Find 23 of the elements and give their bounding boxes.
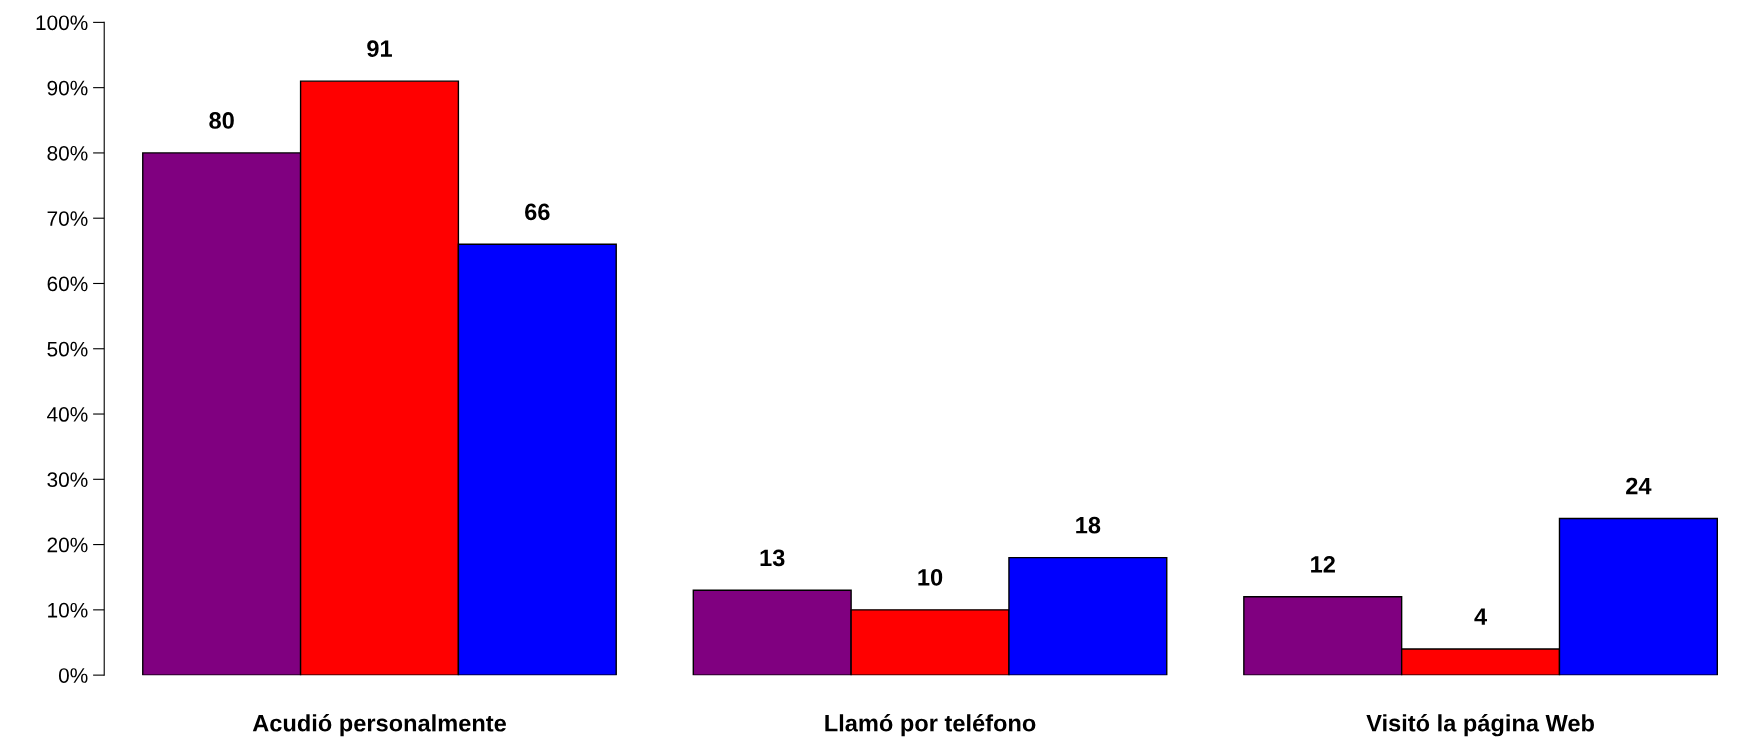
- data-label: 12: [1311, 555, 1335, 573]
- y-tick-label: 0%: [58, 668, 88, 683]
- x-tick-label: Acudió personalmente: [252, 714, 506, 737]
- y-tick-label: 10%: [48, 602, 88, 618]
- y-tick-label: 100%: [36, 15, 88, 31]
- y-tick-label: 40%: [47, 407, 88, 422]
- data-label: 18: [1076, 516, 1101, 534]
- data-label: 13: [760, 549, 785, 567]
- y-tick-label: 90%: [47, 80, 88, 96]
- data-label: 4: [1474, 608, 1488, 625]
- y-tick-label: 50%: [47, 341, 88, 357]
- x-tick-label: Llamó por teléfono: [825, 714, 1036, 737]
- data-label: 24: [1626, 477, 1652, 495]
- y-tick-label: 20%: [47, 537, 88, 553]
- y-tick-label: 30%: [47, 472, 88, 488]
- x-tick-label: Visitó la página Web: [1366, 714, 1594, 737]
- y-tick-label: 60%: [47, 276, 88, 292]
- y-tick-label: 70%: [47, 211, 88, 226]
- data-label: 10: [918, 569, 943, 586]
- data-label: 80: [209, 112, 234, 129]
- data-label: 66: [525, 203, 550, 221]
- data-label: 91: [367, 40, 392, 58]
- y-tick-label: 80%: [47, 145, 88, 161]
